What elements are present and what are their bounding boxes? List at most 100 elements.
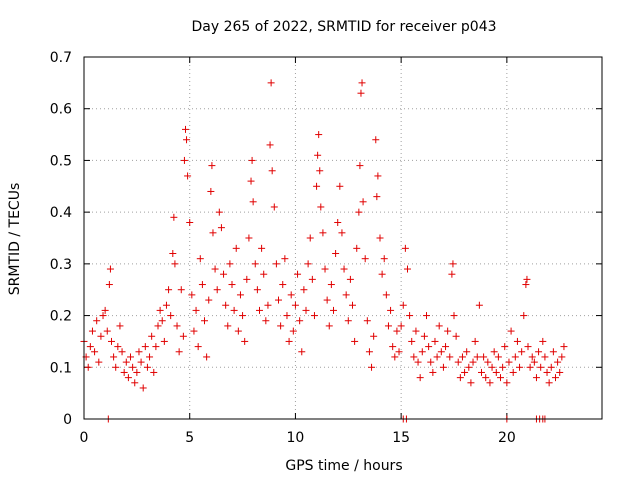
data-point — [114, 343, 122, 351]
data-point — [122, 358, 130, 366]
data-point — [272, 260, 280, 268]
data-point — [165, 286, 173, 294]
data-point — [314, 151, 322, 159]
data-point — [554, 358, 562, 366]
data-point — [446, 353, 454, 361]
data-point — [150, 368, 158, 376]
data-point — [171, 260, 179, 268]
data-point — [186, 218, 194, 226]
data-point — [294, 270, 302, 278]
data-point — [448, 270, 456, 278]
data-point — [249, 198, 257, 206]
data-point — [503, 379, 511, 387]
y-tick-label: 0.5 — [50, 153, 72, 169]
data-point — [177, 286, 185, 294]
axis-ticks: 0 5 10 15 20 0 0.1 0.2 0.3 0.4 0.5 0.6 0.7 — [50, 50, 602, 446]
data-point — [262, 317, 270, 325]
data-point — [368, 363, 376, 371]
data-point — [524, 343, 532, 351]
data-point — [403, 265, 411, 273]
data-point — [344, 317, 352, 325]
data-point — [450, 312, 458, 320]
data-point — [442, 343, 450, 351]
data-point — [170, 213, 178, 221]
data-point — [355, 208, 363, 216]
data-point — [245, 234, 253, 242]
data-point — [154, 322, 162, 330]
data-point — [439, 363, 447, 371]
data-point — [380, 255, 388, 263]
data-point — [327, 281, 335, 289]
data-point — [173, 322, 181, 330]
data-point — [91, 348, 99, 356]
y-axis-label: SRMTID / TECUs — [7, 183, 23, 296]
data-point — [522, 281, 530, 289]
data-point — [458, 353, 466, 361]
data-point — [220, 270, 228, 278]
data-point — [247, 177, 255, 185]
data-point — [541, 353, 549, 361]
data-point — [188, 291, 196, 299]
data-point — [382, 291, 390, 299]
data-point — [281, 255, 289, 263]
data-point — [449, 260, 457, 268]
data-point — [215, 208, 223, 216]
data-point — [248, 156, 256, 164]
data-point — [226, 260, 234, 268]
data-point — [103, 327, 111, 335]
y-tick-label: 0 — [63, 412, 72, 428]
data-point — [418, 348, 426, 356]
data-point — [101, 306, 109, 314]
data-point — [86, 343, 94, 351]
data-point — [241, 337, 249, 345]
data-point — [167, 312, 175, 320]
data-point — [146, 353, 154, 361]
data-point — [423, 312, 431, 320]
data-point — [148, 332, 156, 340]
data-point — [480, 353, 488, 361]
data-point — [184, 172, 192, 180]
data-point — [234, 327, 242, 335]
data-point — [373, 193, 381, 201]
data-point — [490, 348, 498, 356]
data-point — [283, 312, 291, 320]
data-point — [414, 358, 422, 366]
data-point — [463, 348, 471, 356]
data-point — [310, 312, 318, 320]
data-point — [507, 327, 515, 335]
data-point — [509, 368, 517, 376]
data-point — [208, 162, 216, 170]
data-point — [143, 363, 151, 371]
data-point — [120, 368, 128, 376]
data-point — [431, 337, 439, 345]
data-point — [477, 368, 485, 376]
x-tick-label: 5 — [185, 430, 194, 446]
data-point — [308, 275, 316, 283]
data-point — [169, 250, 177, 258]
data-point — [332, 250, 340, 258]
data-point — [287, 291, 295, 299]
y-tick-label: 0.2 — [50, 309, 72, 325]
data-point — [110, 353, 118, 361]
data-point — [296, 317, 304, 325]
data-point — [505, 358, 513, 366]
data-point — [84, 363, 92, 371]
data-point — [152, 343, 160, 351]
data-point — [118, 348, 126, 356]
y-tick-label: 0.4 — [50, 205, 72, 221]
data-point — [338, 229, 346, 237]
data-point — [370, 332, 378, 340]
data-point — [323, 296, 331, 304]
x-tick-label: 20 — [498, 430, 516, 446]
data-point — [133, 368, 141, 376]
data-point — [336, 182, 344, 190]
data-point — [279, 281, 287, 289]
data-point — [209, 229, 217, 237]
data-point — [346, 275, 354, 283]
data-point — [349, 301, 357, 309]
data-point — [427, 358, 435, 366]
data-point — [518, 348, 526, 356]
data-point — [135, 348, 143, 356]
y-tick-label: 0.3 — [50, 257, 72, 273]
